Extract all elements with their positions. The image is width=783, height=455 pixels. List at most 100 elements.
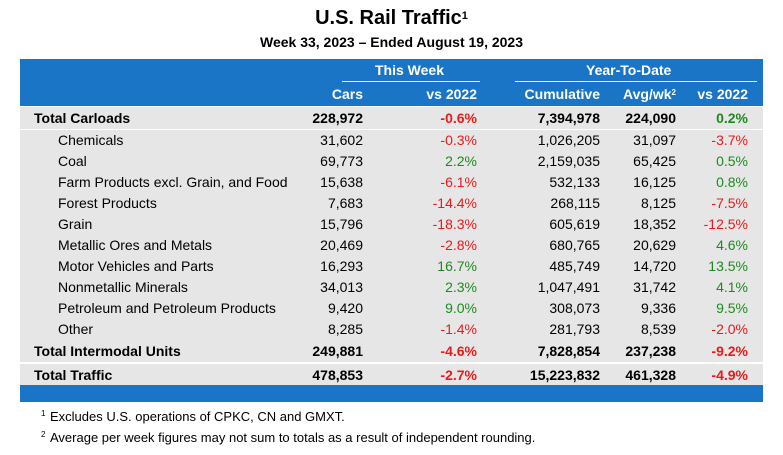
cars-cell: 478,853 [312, 367, 363, 383]
avg-wk-cell: 14,720 [633, 258, 676, 274]
table-row: Coal 69,773 2.2% 2,159,035 65,425 0.5% [20, 151, 763, 172]
cars-cell: 228,972 [312, 110, 363, 126]
row-label: Chemicals [58, 132, 124, 148]
avg-wk-cell: 8,539 [640, 321, 676, 337]
vs2022-week-cell: 2.3% [445, 279, 477, 295]
cars-cell: 31,602 [320, 132, 363, 148]
cars-cell: 249,881 [312, 343, 363, 359]
header-avg-wk: Avg/wk2 [623, 85, 676, 103]
cumulative-cell: 605,619 [549, 216, 600, 232]
row-label: Forest Products [58, 195, 157, 211]
page-subtitle: Week 33, 2023 – Ended August 19, 2023 [259, 34, 524, 50]
header-divider-ytd [515, 81, 757, 82]
avg-wk-cell: 31,742 [633, 279, 676, 295]
row-label: Petroleum and Petroleum Products [58, 300, 276, 316]
footnote-1-text: Excludes U.S. operations of CPKC, CN and… [50, 409, 345, 424]
vs2022-week-cell: 2.2% [445, 153, 477, 169]
vs2022-week-cell: -6.1% [440, 174, 477, 190]
vs2022-week-cell: 16.7% [437, 258, 477, 274]
avg-wk-cell: 20,629 [633, 237, 676, 253]
vs2022-week-cell: -1.4% [440, 321, 477, 337]
footnote-2-text: Average per week figures may not sum to … [50, 430, 536, 445]
table-row: Total Carloads 228,972 -0.6% 7,394,978 224,0… [20, 107, 763, 129]
cumulative-cell: 308,073 [549, 300, 600, 316]
cars-cell: 34,013 [320, 279, 363, 295]
table-row: Motor Vehicles and Parts 16,293 16.7% 485,7… [20, 256, 763, 277]
vs2022-ytd-cell: -2.0% [711, 321, 748, 337]
vs2022-week-cell: -0.6% [440, 110, 477, 126]
row-label: Metallic Ores and Metals [58, 237, 213, 253]
cars-cell: 9,420 [327, 300, 363, 316]
vs2022-ytd-cell: 13.5% [708, 258, 748, 274]
row-label: Nonmetallic Minerals [58, 279, 188, 295]
row-label: Total Carloads [34, 110, 131, 126]
cumulative-cell: 485,749 [549, 258, 600, 274]
row-separator [20, 362, 763, 364]
vs2022-ytd-cell: -7.5% [711, 195, 748, 211]
vs2022-week-cell: -2.8% [440, 237, 477, 253]
avg-wk-cell: 8,125 [640, 195, 676, 211]
vs2022-ytd-cell: 9.5% [716, 300, 748, 316]
table-footer-bar [20, 385, 763, 402]
rail-traffic-table: This Week Year-To-Date Cars vs 2022 Cumu… [20, 59, 763, 402]
cars-cell: 15,638 [320, 174, 363, 190]
cars-cell: 20,469 [320, 237, 363, 253]
row-label: Grain [58, 216, 93, 232]
header-ytd: Year-To-Date [586, 62, 672, 78]
avg-wk-cell: 237,238 [625, 343, 676, 359]
cumulative-cell: 2,159,035 [537, 153, 600, 169]
table-row: Total Intermodal Units 249,881 -4.6% 7,828,… [20, 340, 763, 362]
avg-wk-cell: 18,352 [633, 216, 676, 232]
avg-wk-cell: 461,328 [625, 367, 676, 383]
vs2022-ytd-cell: 4.1% [716, 279, 748, 295]
vs2022-week-cell: 9.0% [445, 300, 477, 316]
table-row: Nonmetallic Minerals 34,013 2.3% 1,047,491 3… [20, 277, 763, 298]
table-row: Grain 15,796 -18.3% 605,619 18,352 -12.5% [20, 214, 763, 235]
header-this-week: This Week [375, 62, 444, 78]
vs2022-week-cell: -2.7% [440, 367, 477, 383]
footnote-2-mark: 2 [41, 430, 46, 439]
table-row: Metallic Ores and Metals 20,469 -2.8% 680,7… [20, 235, 763, 256]
cars-cell: 69,773 [320, 153, 363, 169]
footnote-1-mark: 1 [41, 409, 46, 418]
avg-wk-cell: 65,425 [633, 153, 676, 169]
cars-cell: 7,683 [327, 195, 363, 211]
cumulative-cell: 532,133 [549, 174, 600, 190]
avg-wk-cell: 31,097 [633, 132, 676, 148]
vs2022-ytd-cell: 0.2% [716, 110, 748, 126]
vs2022-week-cell: -18.3% [432, 216, 477, 232]
title-footnote-mark: 1 [461, 10, 468, 22]
header-vs2022-week: vs 2022 [426, 86, 477, 102]
vs2022-ytd-cell: -9.2% [711, 343, 748, 359]
header-avg-wk-label: Avg/wk [623, 86, 672, 102]
header-cumulative: Cumulative [524, 86, 600, 102]
table-row: Other 8,285 -1.4% 281,793 8,539 -2.0% [20, 319, 763, 340]
row-label: Farm Products excl. Grain, and Food [58, 174, 288, 190]
avg-wk-cell: 224,090 [625, 110, 676, 126]
footnote-2: 2 Average per week figures may not sum to… [41, 430, 536, 446]
vs2022-ytd-cell: -12.5% [703, 216, 748, 232]
header-vs2022-ytd: vs 2022 [697, 86, 748, 102]
vs2022-week-cell: -4.6% [440, 343, 477, 359]
cumulative-cell: 680,765 [549, 237, 600, 253]
row-label: Motor Vehicles and Parts [58, 258, 214, 274]
page-title: U.S. Rail Traffic1 [0, 6, 783, 30]
vs2022-ytd-cell: 4.6% [716, 237, 748, 253]
table-row: Total Traffic 478,853 -2.7% 15,223,832 461,3… [20, 364, 763, 386]
cumulative-cell: 7,394,978 [537, 110, 600, 126]
table-row: Petroleum and Petroleum Products 9,420 9.0… [20, 298, 763, 319]
row-label: Total Traffic [34, 367, 113, 383]
vs2022-week-cell: -0.3% [440, 132, 477, 148]
cars-cell: 8,285 [327, 321, 363, 337]
cumulative-cell: 281,793 [549, 321, 600, 337]
cumulative-cell: 1,026,205 [537, 132, 600, 148]
cumulative-cell: 1,047,491 [537, 279, 600, 295]
cumulative-cell: 268,115 [550, 195, 600, 211]
cars-cell: 16,293 [320, 258, 363, 274]
vs2022-ytd-cell: -3.7% [711, 132, 748, 148]
cumulative-cell: 7,828,854 [537, 343, 600, 359]
header-cars: Cars [331, 86, 363, 102]
cars-cell: 15,796 [320, 216, 363, 232]
header-avg-footnote-mark: 2 [671, 88, 676, 97]
footnote-1: 1 Excludes U.S. operations of CPKC, CN an… [41, 409, 345, 425]
